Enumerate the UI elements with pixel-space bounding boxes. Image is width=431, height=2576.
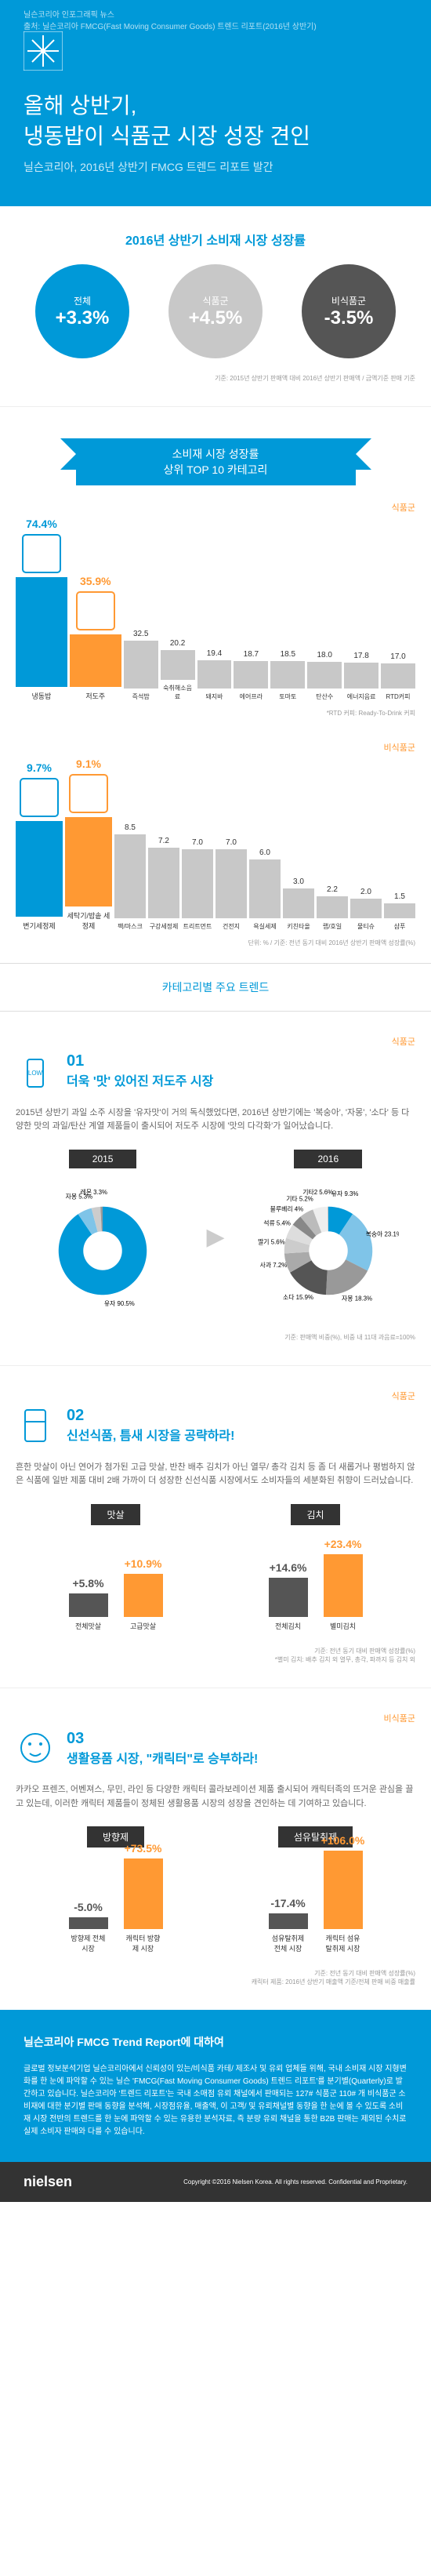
about-text: 글로벌 정보분석기업 닐슨코리아에서 신뢰성이 있는/비식품 카테/ 제조사 및… — [24, 2063, 407, 2138]
main-title: 올해 상반기, 냉동밥이 식품군 시장 성장 견인 — [24, 90, 407, 151]
donut-2016: 유자 9.3% 복숭아 23.1% 자몽 18.3% 소다 15.9% 사과 7.2% 딸… — [258, 1180, 399, 1325]
nonfood-note: 단위: % / 기준: 전년 동기 대비 2016년 상반기 판매액 성장률(%… — [16, 939, 415, 947]
trend2-section: 식품군 02 신선식품, 틈새 시장을 공략하라! 흔한 맛살이 아닌 연어가 … — [0, 1365, 431, 1688]
food-bar-chart: 74.4% 냉동밥35.9% 저도주32.5 즉석밥20.2 숙취해소음료19.… — [16, 518, 415, 701]
trend3-chart: 방향제-5.0%방향제 전체 시장+73.5%캐릭터 방향제 시장섬유탈취제-1… — [16, 1826, 415, 1953]
growth-section: 2016년 상반기 소비재 시장 성장률 전체+3.3% 식품군+4.5% 비식품군… — [0, 206, 431, 407]
year-2015: 2015 — [69, 1150, 137, 1168]
trend2-title: 신선식품, 틈새 시장을 공략하라! — [67, 1425, 234, 1444]
subtitle: 닐슨코리아, 2016년 상반기 FMCG 트렌드 리포트 발간 — [24, 159, 407, 175]
top10-section: 소비재 시장 성장률상위 TOP 10 카테고리 식품군 74.4% 냉동밥35… — [0, 407, 431, 962]
growth-title: 2016년 상반기 소비재 시장 성장률 — [16, 230, 415, 249]
trend3-title: 생활용품 시장, "캐릭터"로 승부하라! — [67, 1748, 258, 1767]
fridge-icon — [16, 1406, 55, 1445]
about-title: 닐슨코리아 FMCG Trend Report에 대하여 — [24, 2033, 407, 2051]
about-section: 닐슨코리아 FMCG Trend Report에 대하여 글로벌 정보분석기업 … — [0, 2010, 431, 2161]
growth-circle: 비식품군-3.5% — [302, 264, 396, 358]
trend1-desc: 2015년 상반기 과일 소주 시장을 '유자맛'이 거의 독식했었다면, 20… — [16, 1106, 415, 1134]
footer-logo: nielsen — [24, 2174, 72, 2190]
trend3-num: 03 — [67, 1730, 258, 1748]
svg-text:블루베리 4%: 블루베리 4% — [270, 1206, 302, 1213]
trend2-num: 02 — [67, 1407, 234, 1425]
svg-text:기타 5.2%: 기타 5.2% — [286, 1195, 313, 1202]
food-note: *RTD 커피: Ready-To-Drink 커피 — [16, 709, 415, 718]
character-icon — [16, 1728, 55, 1768]
footer: nielsen Copyright ©2016 Nielsen Korea. A… — [0, 2162, 431, 2202]
trend2-note: 기준: 전년 동기 대비 판매액 성장률(%)*별미 김치: 배추 김치 외 열… — [16, 1647, 415, 1664]
ribbon-title: 소비재 시장 성장률상위 TOP 10 카테고리 — [76, 438, 356, 485]
nonfood-bar-chart: 9.7% 변기세정제9.1% 세탁기/밥솥 세정제8.5 팩/마스크7.2 구강… — [16, 758, 415, 931]
donut-row: 2015 유자 90.5%자몽 5.3%레몬 3.3% ▶ 2016 유자 9.… — [16, 1150, 415, 1325]
svg-text:유자 9.3%: 유자 9.3% — [331, 1190, 359, 1197]
snowflake-icon — [24, 31, 63, 71]
trend1-note: 기준: 판매액 비중(%), 비중 내 11대 과음료=100% — [16, 1333, 415, 1342]
svg-text:복숭아 23.1%: 복숭아 23.1% — [365, 1230, 398, 1237]
header: 닐슨코리아 인포그래픽 뉴스 출처: 닐슨코리아 FMCG(Fast Movin… — [0, 0, 431, 206]
trend1-section: 식품군 LOW 01 더욱 '맛' 있어진 저도주 시장 2015년 상반기 과… — [0, 1012, 431, 1365]
trend3-note: 기준: 전년 동기 대비 판매액 성장률(%)캐릭터 제품: 2016년 상반기… — [16, 1969, 415, 1986]
footer-copyright: Copyright ©2016 Nielsen Korea. All right… — [183, 2178, 407, 2185]
trend3-cat: 비식품군 — [16, 1712, 415, 1724]
arrow-icon: ▶ — [206, 1223, 224, 1251]
svg-text:자몽 18.3%: 자몽 18.3% — [342, 1295, 372, 1302]
svg-text:LOW: LOW — [28, 1070, 43, 1077]
trend1-title: 더욱 '맛' 있어진 저도주 시장 — [67, 1070, 213, 1089]
growth-circle: 식품군+4.5% — [168, 264, 263, 358]
svg-text:사과 7.2%: 사과 7.2% — [259, 1262, 287, 1269]
trend2-chart: 맛살+5.8%전체맛살+10.9%고급맛살김치+14.6%전체김치+23.4%별… — [16, 1504, 415, 1631]
trend1-num: 01 — [67, 1052, 213, 1070]
food-label: 식품군 — [16, 501, 415, 514]
svg-text:소다 15.9%: 소다 15.9% — [283, 1294, 313, 1301]
svg-text:기타2 5.6%: 기타2 5.6% — [302, 1189, 333, 1196]
drink-icon: LOW — [16, 1052, 55, 1091]
svg-text:레몬 3.3%: 레몬 3.3% — [81, 1189, 108, 1196]
trend3-desc: 카카오 프렌즈, 어벤져스, 무민, 라인 등 다양한 캐릭터 콜라보레이션 제… — [16, 1783, 415, 1811]
source-text: 닐슨코리아 인포그래픽 뉴스 출처: 닐슨코리아 FMCG(Fast Movin… — [24, 8, 317, 31]
svg-text:유자 90.5%: 유자 90.5% — [104, 1300, 135, 1307]
year-2016: 2016 — [294, 1150, 362, 1168]
trend2-cat: 식품군 — [16, 1390, 415, 1402]
growth-note: 기준: 2015년 상반기 판매액 대비 2016년 상반기 판매액 / 금액기… — [16, 374, 415, 383]
trend3-section: 비식품군 03 생활용품 시장, "캐릭터"로 승부하라! 카카오 프렌즈, 어… — [0, 1688, 431, 2010]
svg-text:석류 5.4%: 석류 5.4% — [263, 1219, 291, 1226]
trend2-desc: 흔한 맛살이 아닌 연어가 첨가된 고급 맛살, 반찬 배추 김치가 아닌 열무… — [16, 1461, 415, 1488]
category-divider: 카테고리별 주요 트렌드 — [0, 963, 431, 1012]
trend1-cat: 식품군 — [16, 1035, 415, 1048]
donut-2015: 유자 90.5%자몽 5.3%레몬 3.3% — [32, 1180, 173, 1325]
svg-text:딸기 5.6%: 딸기 5.6% — [258, 1237, 285, 1245]
growth-circle: 전체+3.3% — [35, 264, 129, 358]
growth-circles: 전체+3.3% 식품군+4.5% 비식품군-3.5% — [16, 264, 415, 358]
nonfood-label: 비식품군 — [16, 741, 415, 754]
